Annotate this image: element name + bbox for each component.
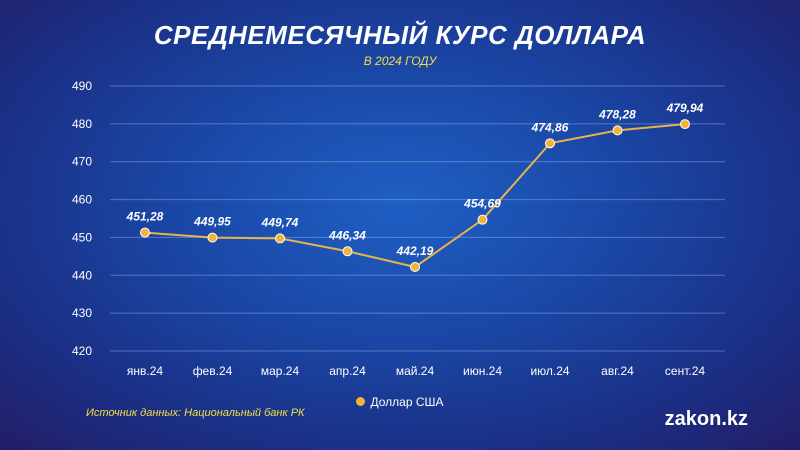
- x-tick-label: апр.24: [329, 364, 366, 378]
- data-label: 449,95: [193, 215, 231, 229]
- legend-marker-icon: [356, 397, 366, 407]
- y-tick-label: 460: [72, 193, 92, 207]
- y-tick-label: 480: [72, 117, 92, 131]
- chart-title: СРЕДНЕМЕСЯЧНЫЙ КУРС ДОЛЛАРА: [153, 20, 647, 50]
- legend-label: Доллар США: [370, 394, 444, 409]
- data-label: 442,19: [396, 244, 434, 258]
- y-tick-label: 430: [72, 306, 92, 320]
- data-point: [680, 119, 690, 130]
- source-note: Источник данных: Национальный банк РК: [86, 407, 305, 419]
- y-tick-label: 440: [72, 268, 92, 282]
- data-point: [410, 261, 420, 272]
- data-point: [612, 125, 623, 136]
- data-point: [275, 233, 285, 244]
- data-point: [545, 138, 555, 149]
- x-tick-label: июл.24: [530, 364, 569, 378]
- data-label: 479,94: [666, 101, 704, 115]
- x-tick-label: мар.24: [261, 364, 300, 378]
- x-tick-label: авг.24: [601, 364, 634, 378]
- data-label: 478,28: [598, 107, 636, 121]
- data-label: 449,74: [261, 215, 299, 229]
- x-tick-label: янв.24: [127, 364, 164, 378]
- y-tick-label: 420: [72, 344, 92, 358]
- data-label: 454,69: [463, 197, 501, 211]
- data-label: 474,86: [531, 120, 569, 134]
- x-tick-label: фев.24: [193, 364, 233, 378]
- data-point: [207, 232, 218, 243]
- y-tick-label: 490: [72, 79, 92, 93]
- legend: Доллар США: [0, 394, 800, 409]
- data-point: [342, 246, 353, 257]
- data-label: 446,34: [328, 228, 366, 242]
- chart-subtitle: В 2024 ГОДУ: [363, 54, 437, 68]
- data-point: [140, 227, 150, 238]
- data-point: [477, 214, 488, 225]
- x-tick-label: сент.24: [665, 364, 705, 378]
- y-tick-label: 450: [72, 230, 92, 244]
- data-label: 451,28: [126, 210, 164, 224]
- x-tick-label: июн.24: [463, 364, 502, 378]
- y-tick-label: 470: [72, 155, 92, 169]
- x-tick-label: май.24: [396, 364, 435, 378]
- brand-logo: zakon.kz: [664, 408, 748, 430]
